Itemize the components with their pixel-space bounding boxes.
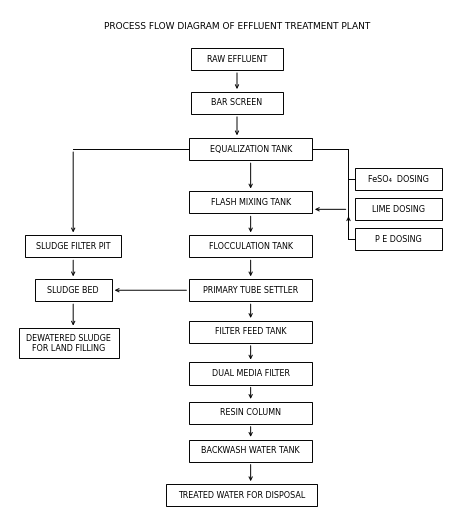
FancyBboxPatch shape — [18, 329, 118, 359]
Text: EQUALIZATION TANK: EQUALIZATION TANK — [210, 145, 292, 154]
FancyBboxPatch shape — [189, 138, 312, 160]
Text: FLASH MIXING TANK: FLASH MIXING TANK — [210, 198, 291, 207]
FancyBboxPatch shape — [166, 484, 317, 506]
FancyBboxPatch shape — [189, 279, 312, 301]
Text: RESIN COLUMN: RESIN COLUMN — [220, 408, 281, 417]
FancyBboxPatch shape — [189, 191, 312, 214]
FancyBboxPatch shape — [189, 321, 312, 343]
Text: FLOCCULATION TANK: FLOCCULATION TANK — [209, 242, 292, 251]
FancyBboxPatch shape — [26, 235, 121, 257]
Text: FILTER FEED TANK: FILTER FEED TANK — [215, 328, 286, 337]
Text: FeSO₄  DOSING: FeSO₄ DOSING — [368, 175, 429, 184]
Text: SLUDGE BED: SLUDGE BED — [47, 286, 99, 295]
Text: PROCESS FLOW DIAGRAM OF EFFLUENT TREATMENT PLANT: PROCESS FLOW DIAGRAM OF EFFLUENT TREATME… — [104, 22, 370, 31]
Text: TREATED WATER FOR DISPOSAL: TREATED WATER FOR DISPOSAL — [178, 490, 305, 500]
Text: LIME DOSING: LIME DOSING — [372, 205, 425, 214]
FancyBboxPatch shape — [189, 235, 312, 257]
Text: DUAL MEDIA FILTER: DUAL MEDIA FILTER — [212, 369, 290, 378]
Text: DEWATERED SLUDGE
FOR LAND FILLING: DEWATERED SLUDGE FOR LAND FILLING — [26, 334, 111, 353]
Text: BACKWASH WATER TANK: BACKWASH WATER TANK — [201, 446, 300, 455]
Text: RAW EFFLUENT: RAW EFFLUENT — [207, 55, 267, 64]
FancyBboxPatch shape — [356, 198, 442, 220]
FancyBboxPatch shape — [189, 439, 312, 462]
FancyBboxPatch shape — [356, 228, 442, 250]
FancyBboxPatch shape — [356, 168, 442, 191]
FancyBboxPatch shape — [35, 279, 112, 301]
Text: SLUDGE FILTER PIT: SLUDGE FILTER PIT — [36, 242, 110, 251]
Text: P E DOSING: P E DOSING — [375, 235, 422, 244]
Text: PRIMARY TUBE SETTLER: PRIMARY TUBE SETTLER — [203, 286, 298, 295]
FancyBboxPatch shape — [189, 402, 312, 424]
FancyBboxPatch shape — [189, 362, 312, 385]
FancyBboxPatch shape — [191, 48, 283, 70]
FancyBboxPatch shape — [191, 92, 283, 114]
Text: BAR SCREEN: BAR SCREEN — [211, 99, 263, 108]
